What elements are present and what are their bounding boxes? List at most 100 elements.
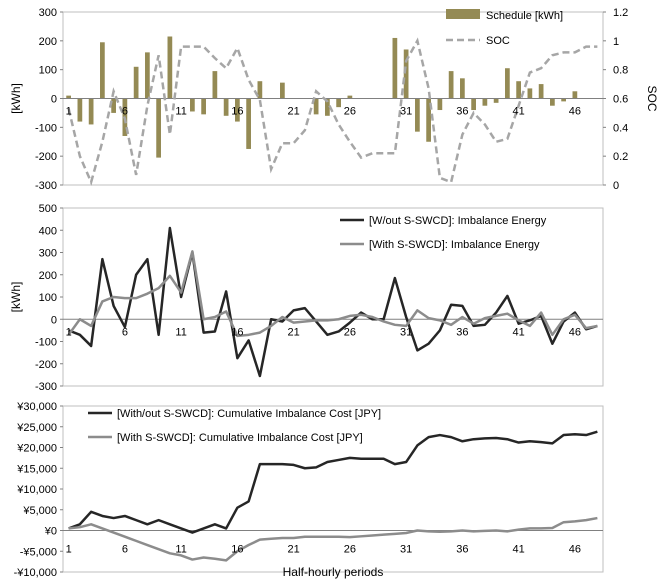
schedule-bar — [448, 71, 454, 99]
cumulative-cost-without-line — [68, 430, 598, 534]
y-tick-label: -300 — [35, 381, 57, 393]
y-tick-label: 500 — [39, 203, 57, 215]
legend-label-soc: SOC — [486, 35, 510, 47]
y-tick-label: -300 — [35, 180, 57, 192]
x-tick-label: 1 — [66, 326, 72, 338]
y-tick-label: ¥0 — [44, 526, 57, 538]
schedule-bar — [482, 98, 488, 106]
x-tick-label: 36 — [456, 544, 468, 556]
y-tick-label: ¥10,000 — [16, 484, 57, 496]
schedule-bar — [212, 71, 218, 99]
y-tick-label: ¥5,000 — [22, 505, 57, 517]
y-tick-label: ¥30,000 — [16, 401, 57, 413]
x-tick-label: 11 — [175, 544, 186, 556]
x-tick-label: 31 — [400, 106, 412, 118]
x-tick-label: 36 — [456, 326, 468, 338]
y2-axis-title: SOC — [645, 85, 658, 111]
x-tick-label: 31 — [400, 544, 412, 556]
x-tick-label: 6 — [122, 106, 128, 118]
schedule-bar — [246, 98, 251, 149]
schedule-bar — [505, 68, 510, 99]
y-tick-label: ¥25,000 — [16, 422, 57, 434]
x-tick-label: 21 — [288, 544, 300, 556]
schedule-bar — [336, 98, 341, 108]
schedule-bar — [167, 36, 173, 99]
y-tick-label: 200 — [39, 270, 57, 282]
x-tick-label: 31 — [400, 326, 412, 338]
y-tick-label: -100 — [35, 337, 57, 349]
schedule-bar — [516, 81, 521, 99]
x-tick-label: 41 — [513, 106, 525, 118]
schedule-bar — [223, 98, 229, 116]
x-tick-label: 26 — [344, 326, 356, 338]
x-tick-label: 21 — [288, 106, 300, 118]
schedule-bar — [460, 78, 465, 99]
schedule-bar — [280, 82, 285, 99]
x-tick-label: 26 — [344, 544, 356, 556]
x-tick-label: 11 — [175, 106, 186, 118]
schedule-bar — [156, 98, 161, 158]
y-tick-label: -¥10,000 — [14, 567, 57, 579]
schedule-bar — [437, 98, 443, 111]
x-axis-title: Half-hourly periods — [283, 565, 384, 579]
y2-tick-label: 0.6 — [613, 94, 628, 106]
x-tick-label: 41 — [513, 326, 525, 338]
y-tick-label: ¥20,000 — [16, 443, 57, 455]
legend-label-cost-with: [With S-SWCD]: Cumulative Imbalance Cost… — [117, 432, 363, 444]
y-tick-label: -200 — [35, 359, 57, 371]
legend-label-without: [W/out S-SWCD]: Imbalance Energy — [369, 215, 547, 227]
schedule-bar — [100, 42, 105, 99]
schedule-bar — [572, 91, 578, 99]
x-tick-label: 46 — [569, 544, 581, 556]
x-tick-label: 16 — [231, 106, 243, 118]
x-tick-label: 1 — [66, 544, 72, 556]
schedule-bar — [313, 98, 319, 115]
y-tick-label: ¥15,000 — [16, 463, 57, 475]
y-tick-label: 0 — [51, 94, 57, 106]
y2-tick-label: 0.4 — [613, 122, 628, 134]
schedule-bar — [471, 98, 476, 111]
schedule-bar — [201, 98, 206, 115]
y2-tick-label: 0.2 — [613, 151, 628, 163]
x-tick-label: 21 — [288, 326, 300, 338]
schedule-bar — [527, 88, 533, 99]
imbalance-with-line — [67, 250, 598, 338]
y-tick-label: 300 — [39, 248, 57, 260]
schedule-bar — [235, 98, 240, 122]
x-tick-label: 46 — [569, 106, 581, 118]
schedule-bar — [415, 98, 420, 132]
y-tick-label: -¥5,000 — [20, 546, 57, 558]
x-tick-label: 6 — [122, 544, 128, 556]
schedule-bar — [392, 37, 398, 99]
x-tick-label: 1 — [66, 106, 72, 118]
y-tick-label: 200 — [39, 36, 57, 48]
y-tick-label: 100 — [39, 65, 57, 77]
imbalance-without-line — [68, 226, 598, 378]
y-tick-label: 100 — [39, 292, 57, 304]
x-tick-label: 46 — [569, 326, 581, 338]
x-tick-label: 26 — [344, 106, 356, 118]
schedule-bar — [145, 52, 150, 99]
schedule-bar — [426, 98, 431, 142]
schedule-bar — [561, 98, 566, 102]
schedule-bar — [66, 95, 71, 99]
x-tick-label: 16 — [231, 544, 243, 556]
y-tick-label: -100 — [35, 122, 57, 134]
schedule-bar — [111, 98, 116, 113]
y-tick-label: 400 — [39, 225, 57, 237]
plot-area-2 — [62, 207, 604, 387]
legend-label-cost-without: [With/out S-SWCD]: Cumulative Imbalance … — [117, 408, 381, 420]
x-tick-label: 41 — [513, 544, 525, 556]
schedule-bar — [403, 49, 409, 99]
y2-tick-label: 1 — [613, 36, 619, 48]
y-axis-title: [kWh] — [9, 282, 23, 313]
schedule-bar — [190, 98, 195, 112]
y2-tick-label: 0 — [613, 180, 619, 192]
schedule-bar — [257, 81, 263, 99]
y-tick-label: 300 — [39, 7, 57, 19]
legend-label-with: [With S-SWCD]: Imbalance Energy — [369, 239, 540, 251]
cumulative-cost-with-line — [68, 516, 598, 562]
schedule-bar — [88, 98, 94, 125]
x-tick-label: 16 — [231, 326, 243, 338]
